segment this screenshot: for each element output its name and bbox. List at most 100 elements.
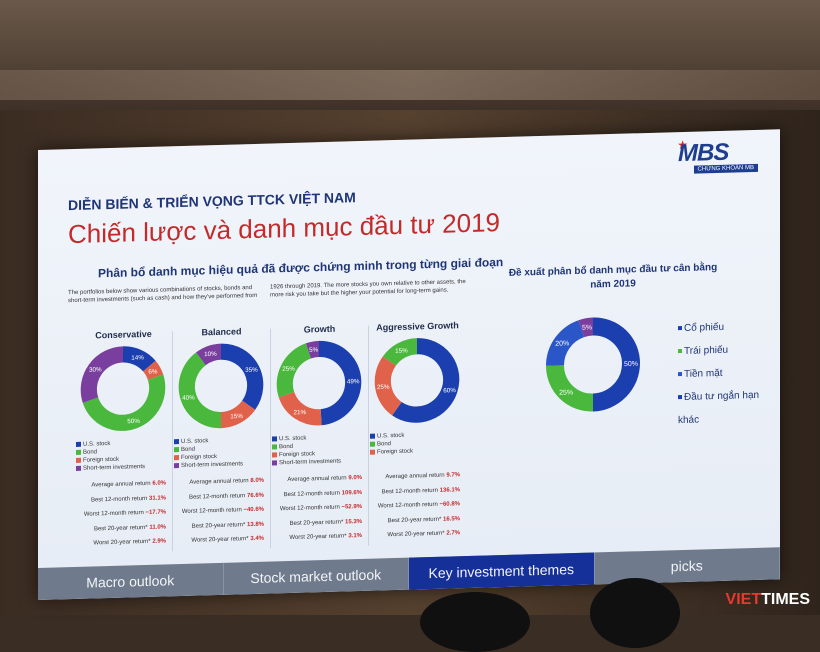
legend-swatch: [678, 326, 682, 331]
portfolio-stats: Average annual return 6.0% Best 12-month …: [76, 476, 166, 551]
donut-slice-label: 15%: [395, 347, 408, 354]
donut-slice-label: 20%: [555, 340, 569, 347]
stat-value: 76.6%: [246, 492, 264, 499]
donut-slice-label: 35%: [245, 367, 258, 374]
legend-swatch: [76, 449, 81, 455]
stat-value: 9.7%: [446, 472, 460, 479]
legend-item: Cổ phiếu: [678, 315, 768, 341]
donut-slice: [578, 317, 594, 338]
stat-value: 3.1%: [348, 532, 362, 540]
stat-value: 136.1%: [439, 486, 460, 494]
stat-label: Best 20-year return*: [93, 524, 150, 532]
portfolio-stats: Average annual return 9.0% Best 12-month …: [272, 471, 362, 546]
stat-value: 13.8%: [246, 521, 264, 528]
audience-head: [590, 578, 680, 648]
stat-value: 15.3%: [344, 518, 362, 525]
legend-label: Short-term investments: [181, 461, 244, 470]
legend-item: Foreign stock: [370, 446, 465, 457]
stat-value: 2.9%: [152, 538, 166, 545]
donut-slice: [305, 340, 320, 359]
legend-swatch: [174, 454, 179, 461]
stat-value: −17.7%: [145, 509, 166, 516]
donut-slice-label: 40%: [182, 394, 195, 401]
legend-label: Bond: [83, 449, 98, 456]
donut-slice-label: 15%: [230, 413, 243, 420]
intro-text-left: The portfolios below show various combin…: [68, 285, 258, 305]
intro-text-right: 1926 through 2019. The more stocks you o…: [270, 279, 466, 299]
donut-slice: [142, 360, 164, 381]
donut-slice: [196, 343, 222, 366]
tab-stock-market-outlook[interactable]: Stock market outlook: [223, 557, 409, 595]
legend-label: Bond: [279, 443, 294, 451]
stat-label: Best 12-month return: [188, 492, 247, 501]
donut-slice: [374, 356, 403, 416]
stat-row: Worst 20-year return* 2.9%: [76, 534, 166, 551]
portfolio-title: Conservative: [95, 328, 152, 341]
panel-divider: [270, 328, 271, 549]
panel-divider: [368, 325, 369, 546]
legend-swatch: [76, 441, 81, 447]
legend-swatch: [174, 462, 179, 469]
stat-label: Best 20-year return*: [387, 516, 443, 524]
portfolio-donut-chart: 35% 15% 40% 10%: [178, 343, 264, 429]
stat-value: 31.1%: [148, 494, 166, 502]
portfolio-stats: Average annual return 8.0% Best 12-month …: [174, 474, 264, 549]
stat-label: Worst 20-year return*: [191, 536, 251, 544]
legend-swatch: [678, 349, 682, 354]
donut-slice: [178, 352, 222, 429]
legend-swatch: [678, 395, 682, 400]
legend-item: Short-term investments: [76, 462, 171, 473]
donut-slice: [276, 343, 312, 398]
donut-slice-label: 30%: [89, 366, 102, 373]
legend-label: U.S. stock: [181, 438, 209, 446]
donut-slice: [122, 346, 156, 372]
tab-macro-outlook[interactable]: Macro outlook: [38, 562, 224, 600]
stat-value: 9.0%: [348, 474, 362, 482]
slide-header: DIỄN BIẾN & TRIỂN VỌNG TTCK VIỆT NAM: [68, 189, 356, 214]
portfolio-legend: U.S. stock Bond Foreign stock: [370, 430, 465, 457]
tab-key-investment-themes[interactable]: Key investment themes: [409, 552, 595, 590]
ceiling: [0, 0, 820, 120]
slide-title: Chiến lược và danh mục đầu tư 2019: [68, 207, 500, 250]
legend-label: Trái phiếu: [684, 344, 729, 357]
stat-label: Worst 20-year return*: [387, 530, 447, 539]
stat-label: Worst 12-month return: [279, 504, 342, 513]
donut-slice-label: 25%: [282, 366, 295, 373]
donut-slice: [382, 338, 418, 367]
legend-swatch: [174, 446, 179, 453]
legend-swatch: [272, 444, 277, 450]
donut-slice-label: 6%: [148, 368, 158, 375]
legend-label: U.S. stock: [279, 435, 307, 443]
legend-item: Short-term investments: [174, 460, 269, 471]
ceiling-light-band: [0, 70, 820, 100]
legend-swatch: [678, 372, 682, 377]
legend-item: Đầu tư ngắn hạn khác: [678, 384, 768, 433]
legend-swatch: [370, 441, 375, 447]
portfolio-stats: Average annual return 9.7% Best 12-month …: [370, 468, 460, 543]
stat-value: −52.9%: [341, 503, 362, 511]
portfolio-title: Growth: [303, 323, 336, 335]
legend-item: Trái phiếu: [678, 338, 768, 364]
stat-row: Worst 20-year return* 3.4%: [174, 532, 264, 549]
donut-slice-label: 25%: [559, 389, 573, 396]
legend-label: Short-term investments: [279, 458, 342, 467]
portfolio-donut-chart: 14% 6% 50% 30%: [80, 346, 166, 431]
legend-label: Đầu tư ngắn hạn khác: [678, 389, 760, 427]
donut-slice-label: 49%: [347, 378, 360, 385]
stat-label: Best 12-month return: [283, 490, 342, 498]
donut-slice: [318, 340, 362, 426]
donut-slice-label: 25%: [377, 384, 390, 391]
donut-slice-label: 50%: [127, 418, 140, 425]
donut-slice-label: 5%: [582, 324, 592, 331]
portfolio-title: Aggressive Growth: [376, 320, 459, 333]
panel-divider: [172, 331, 173, 552]
donut-slice: [392, 338, 460, 423]
audience-head: [420, 592, 530, 652]
stat-label: Worst 12-month return: [181, 507, 244, 515]
stat-row: Worst 20-year return* 2.7%: [370, 526, 460, 543]
stat-label: Average annual return: [287, 475, 349, 484]
viettimes-watermark: VIETTIMES: [725, 591, 810, 608]
portfolio-donut-chart: 60% 25% 15%: [374, 338, 460, 423]
legend-swatch: [370, 449, 375, 455]
legend-label: Bond: [181, 446, 196, 454]
